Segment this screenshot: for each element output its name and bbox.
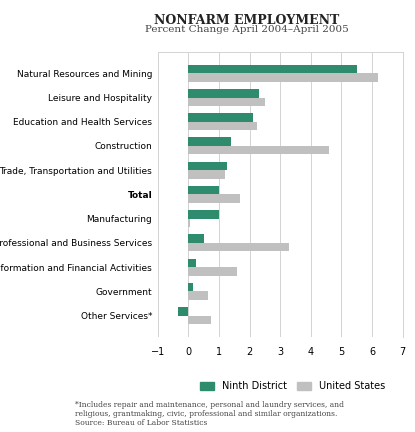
Bar xyxy=(188,146,329,154)
Text: NONFARM EMPLOYMENT: NONFARM EMPLOYMENT xyxy=(154,14,339,27)
Bar xyxy=(188,219,190,227)
Bar xyxy=(188,243,289,251)
Bar xyxy=(188,162,227,170)
Bar xyxy=(188,315,211,324)
Bar xyxy=(188,73,378,82)
Bar xyxy=(188,89,259,98)
Bar xyxy=(188,283,193,291)
Legend: Ninth District, United States: Ninth District, United States xyxy=(195,377,389,395)
Bar xyxy=(188,113,253,122)
Bar xyxy=(188,267,237,276)
Bar xyxy=(188,210,219,219)
Bar xyxy=(188,259,196,267)
Bar xyxy=(188,291,208,300)
Text: Percent Change April 2004–April 2005: Percent Change April 2004–April 2005 xyxy=(145,25,349,34)
Bar xyxy=(188,137,231,146)
Bar xyxy=(188,65,356,73)
Bar xyxy=(178,307,188,315)
Bar xyxy=(188,194,240,203)
Bar xyxy=(188,122,257,130)
Bar xyxy=(188,98,265,106)
Bar xyxy=(188,170,225,179)
Bar xyxy=(188,235,204,243)
Bar xyxy=(188,186,219,194)
Text: *Includes repair and maintenance, personal and laundry services, and
religious, : *Includes repair and maintenance, person… xyxy=(75,401,344,427)
